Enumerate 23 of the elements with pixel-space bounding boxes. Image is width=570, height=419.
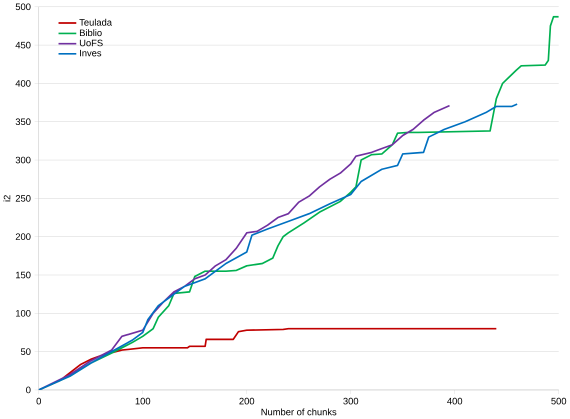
y-tick-label: 300	[16, 156, 31, 164]
x-tick-label: 0	[36, 398, 42, 405]
y-tick-label: 150	[16, 272, 31, 278]
y-tick-label: 100	[16, 310, 31, 317]
x-tick-label: 400	[447, 398, 462, 405]
y-tick-label: 450	[16, 42, 31, 49]
x-tick-label: 500	[551, 398, 566, 405]
y-tick-label: 400	[16, 80, 31, 87]
y-tick-label: 50	[20, 348, 31, 356]
y-tick-label: 200	[16, 233, 31, 240]
x-tick-label: 200	[239, 398, 254, 405]
legend-label: Biblio	[80, 29, 102, 36]
y-tick-label: 250	[16, 195, 31, 202]
x-tick-label: 100	[136, 398, 150, 405]
y-tick-label: 350	[16, 118, 31, 126]
x-axis-title: Number of chunks	[262, 408, 336, 416]
legend-label: Inves	[80, 50, 102, 56]
legend-label: Teulada	[79, 18, 112, 26]
x-tick-label: 300	[343, 398, 358, 405]
y-tick-label: 500	[16, 4, 31, 10]
y-axis-title: i2	[3, 195, 10, 202]
legend-label: UoFS	[80, 40, 103, 46]
y-tick-label: 0	[26, 386, 31, 394]
